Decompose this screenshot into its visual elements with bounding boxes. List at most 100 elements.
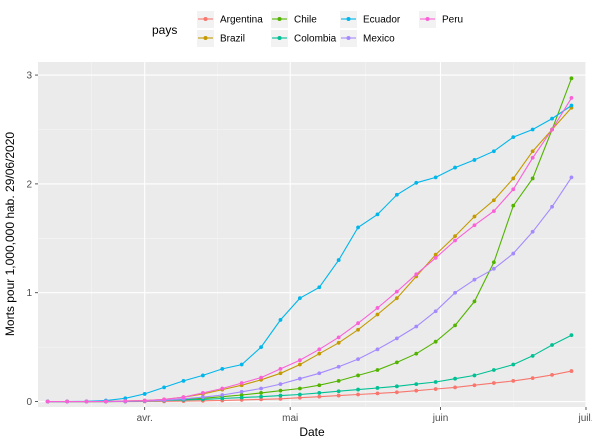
data-point-chile: [472, 299, 477, 304]
data-point-peru: [45, 399, 50, 404]
legend-item-chile: Chile: [271, 11, 317, 28]
data-point-ecuador: [162, 385, 166, 390]
data-point-argentina: [433, 387, 438, 391]
data-point-ecuador: [491, 149, 496, 154]
y-tick-label: 1: [26, 288, 32, 299]
data-point-chile: [297, 386, 302, 391]
data-point-peru: [511, 187, 516, 192]
data-point-peru: [142, 398, 147, 403]
legend-label: Mexico: [363, 34, 395, 45]
data-point-chile: [414, 351, 419, 356]
data-point-brazil: [433, 252, 438, 257]
data-point-peru: [103, 399, 108, 404]
data-point-ecuador: [550, 116, 554, 121]
legend-label: Peru: [442, 15, 463, 26]
data-point-colombia: [530, 353, 535, 358]
y-axis-title: Morts pour 1,000,000 hab. 29/06/2020: [3, 132, 17, 336]
data-point-ecuador: [142, 392, 147, 396]
data-point-colombia: [239, 395, 244, 400]
data-point-chile: [433, 339, 438, 344]
data-point-chile: [569, 76, 574, 81]
data-point-chile: [239, 393, 244, 397]
data-point-brazil: [491, 198, 496, 203]
legend-item-argentina: Argentina: [197, 11, 263, 28]
data-point-chile: [336, 378, 341, 383]
data-point-ecuador: [472, 158, 477, 162]
data-point-colombia: [336, 389, 341, 394]
data-point-colombia: [259, 394, 263, 399]
data-point-argentina: [356, 392, 360, 397]
data-point-ecuador: [453, 165, 457, 170]
data-point-brazil: [394, 296, 399, 301]
data-point-brazil: [297, 362, 302, 367]
data-point-mexico: [414, 324, 419, 329]
data-point-ecuador: [414, 180, 419, 185]
data-point-argentina: [317, 394, 322, 399]
data-point-argentina: [569, 369, 574, 373]
data-point-peru: [394, 289, 399, 294]
data-point-peru: [200, 390, 205, 395]
data-point-colombia: [472, 373, 477, 378]
y-tick-label: 0: [26, 397, 32, 408]
data-point-argentina: [394, 390, 399, 395]
legend-key-point: [346, 36, 351, 40]
data-point-mexico: [317, 371, 322, 376]
legend-label: Ecuador: [363, 15, 401, 26]
legend-item-ecuador: Ecuador: [340, 11, 401, 28]
y-tick-label: 3: [26, 71, 32, 82]
legend-key-point: [203, 17, 208, 21]
legend-key-point: [425, 17, 430, 21]
x-axis-title: Date: [299, 425, 325, 439]
legend-item-colombia: Colombia: [271, 30, 337, 47]
data-point-peru: [569, 96, 574, 100]
data-point-ecuador: [181, 378, 186, 383]
data-point-ecuador: [569, 103, 574, 108]
data-point-chile: [259, 390, 263, 395]
data-point-peru: [123, 399, 128, 403]
data-point-brazil: [317, 351, 322, 356]
data-point-ecuador: [375, 212, 380, 217]
data-point-peru: [433, 255, 438, 260]
data-point-colombia: [278, 393, 283, 398]
data-point-peru: [414, 272, 419, 277]
data-point-chile: [491, 260, 496, 265]
series-ecuador: [45, 103, 574, 404]
data-point-peru: [491, 209, 496, 214]
data-point-ecuador: [433, 175, 438, 180]
data-point-peru: [259, 375, 263, 380]
data-point-colombia: [511, 362, 516, 367]
data-point-colombia: [491, 368, 496, 372]
data-point-mexico: [433, 309, 438, 314]
data-point-chile: [453, 323, 457, 328]
legend-item-mexico: Mexico: [340, 30, 395, 47]
y-tick-label: 2: [26, 179, 32, 190]
data-point-mexico: [550, 204, 554, 209]
data-point-argentina: [278, 396, 283, 401]
data-point-ecuador: [278, 318, 283, 322]
data-point-mexico: [220, 393, 225, 397]
data-point-colombia: [220, 396, 225, 401]
data-point-chile: [511, 203, 516, 208]
data-point-ecuador: [200, 373, 205, 378]
legend-key-point: [277, 17, 282, 21]
data-point-argentina: [259, 397, 263, 402]
data-point-mexico: [336, 364, 341, 369]
data-point-mexico: [491, 266, 496, 271]
data-point-peru: [336, 335, 341, 340]
data-point-peru: [530, 155, 535, 160]
data-point-peru: [472, 223, 477, 228]
legend-label: Argentina: [220, 15, 263, 26]
data-point-peru: [84, 399, 89, 404]
data-point-ecuador: [297, 296, 302, 301]
data-point-brazil: [453, 234, 457, 239]
data-point-peru: [181, 395, 186, 400]
data-point-brazil: [530, 149, 535, 154]
data-point-mexico: [297, 376, 302, 381]
legend-label: Brazil: [220, 34, 245, 45]
data-point-peru: [220, 386, 225, 391]
data-point-ecuador: [123, 396, 128, 401]
data-point-mexico: [278, 382, 283, 387]
legend-label: Colombia: [294, 34, 337, 45]
